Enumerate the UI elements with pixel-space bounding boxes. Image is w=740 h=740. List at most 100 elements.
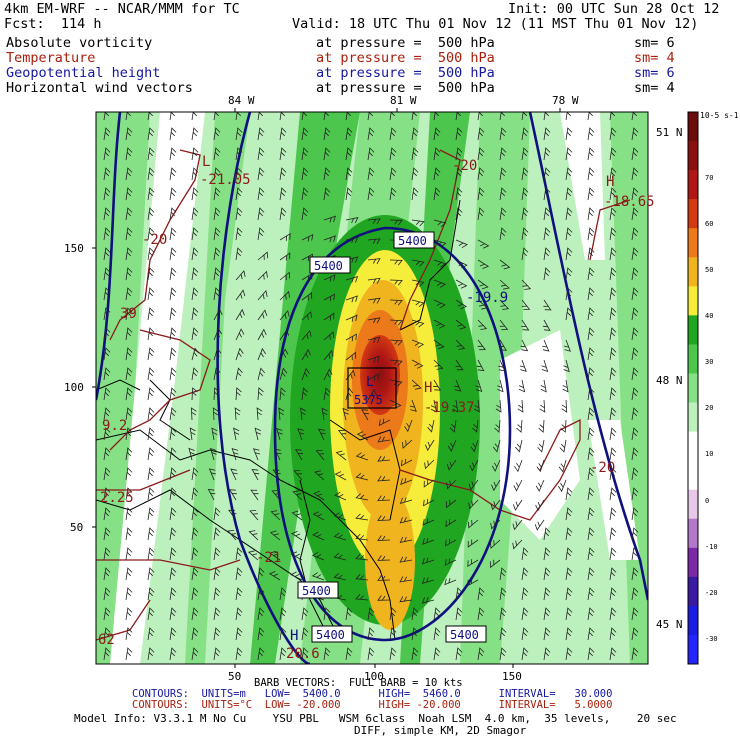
wind-barb (367, 167, 375, 181)
wind-barb (499, 647, 507, 661)
wind-barb (125, 427, 133, 441)
wind-barb (337, 429, 347, 441)
height-label-5400-top: 5400 (398, 234, 427, 248)
lat-label-45n: 45 N (656, 618, 683, 631)
wind-barb (125, 627, 133, 641)
wind-barb (279, 587, 287, 601)
wind-barb (455, 187, 463, 201)
wind-barb (345, 187, 353, 201)
wind-barb (103, 547, 111, 561)
colorbar-swatch (688, 489, 698, 520)
wind-barb (399, 536, 413, 543)
wind-barb (323, 127, 331, 141)
wind-barb (169, 407, 177, 421)
wind-barb (147, 447, 155, 461)
wind-barb (227, 530, 237, 541)
wind-barb (513, 479, 523, 492)
wind-barb (323, 607, 331, 621)
wind-barb (103, 647, 111, 661)
temp-label-left: -20 (142, 232, 167, 248)
low-marker-center: L (366, 375, 374, 390)
wind-barb (609, 207, 617, 221)
wind-barb (279, 627, 287, 641)
wind-barb (455, 207, 463, 221)
wind-barb (631, 287, 639, 301)
wind-barb (249, 510, 259, 521)
wind-barb (446, 479, 457, 490)
wind-barb (609, 112, 617, 121)
colorbar-swatch (688, 576, 698, 607)
temp-label-right: -20 (590, 460, 615, 476)
colorbar-tick-label: 0 (705, 497, 709, 505)
wind-barb (125, 347, 133, 361)
wind-barb (269, 530, 281, 541)
wind-barb (301, 147, 309, 161)
height-contour-info: CONTOURS: UNITS=m LOW= 5400.0 HIGH= 5460… (132, 688, 613, 700)
wind-barb (521, 567, 529, 581)
wind-barb (279, 348, 289, 361)
wind-barb (539, 399, 546, 413)
wind-barb (103, 487, 111, 501)
wind-barb (103, 427, 111, 441)
colorbar-swatch (688, 431, 698, 462)
wind-barb (191, 347, 200, 361)
wind-barb (377, 515, 391, 521)
wind-barb (367, 647, 375, 661)
wind-barb (169, 567, 177, 581)
wind-barb (477, 587, 485, 601)
wind-barb (355, 553, 369, 561)
wind-barb (235, 167, 243, 181)
wind-barb (169, 167, 177, 181)
wind-barb (235, 567, 243, 581)
wind-barb (499, 147, 507, 161)
wind-barb (209, 447, 217, 461)
wind-barb (631, 327, 639, 341)
wind-barb (587, 427, 595, 441)
wind-barb (389, 319, 403, 326)
model-title: 4km EM-WRF -- NCAR/MMM for TC (4, 1, 240, 17)
wind-barb (191, 167, 199, 181)
wind-barb (587, 187, 595, 201)
wind-barb (411, 359, 424, 369)
wind-barb (213, 607, 221, 621)
wind-barb (521, 547, 529, 561)
wind-barb (514, 459, 523, 473)
wind-barb (587, 287, 595, 301)
wind-barb (389, 167, 397, 181)
wind-barb (169, 227, 177, 241)
wind-barb (235, 367, 243, 381)
wind-barb (257, 207, 265, 221)
wind-barb (433, 219, 447, 228)
wind-barb (559, 439, 567, 453)
wind-barb (213, 647, 221, 661)
lon-label-81w: 81 W (390, 94, 417, 107)
wind-barb (191, 387, 198, 401)
y-tick-150: 150 (64, 242, 84, 255)
wind-barb (147, 267, 155, 281)
wind-barb (389, 359, 403, 366)
wind-barb (191, 227, 199, 241)
wind-barb (291, 510, 303, 521)
wind-barb (147, 187, 155, 201)
wind-barb (558, 479, 567, 493)
wind-barb (103, 527, 111, 541)
wind-barb (169, 487, 177, 501)
wind-barb (333, 512, 347, 521)
wind-barb (301, 112, 309, 121)
wind-barb (399, 497, 413, 505)
wind-barb (473, 399, 480, 413)
wind-barb (587, 507, 595, 521)
wind-barb (125, 467, 133, 481)
wind-barb (169, 347, 177, 361)
y-tick-50: 50 (70, 521, 83, 534)
wind-barb (234, 407, 241, 421)
wind-barb (427, 419, 435, 433)
wind-barb (342, 407, 349, 421)
wind-barb (631, 547, 639, 561)
wind-barb (389, 219, 403, 226)
wind-barb (543, 147, 551, 161)
wind-barb (125, 567, 133, 581)
wind-barb (279, 607, 287, 621)
wind-barb (235, 270, 246, 281)
wind-barb (499, 227, 507, 241)
